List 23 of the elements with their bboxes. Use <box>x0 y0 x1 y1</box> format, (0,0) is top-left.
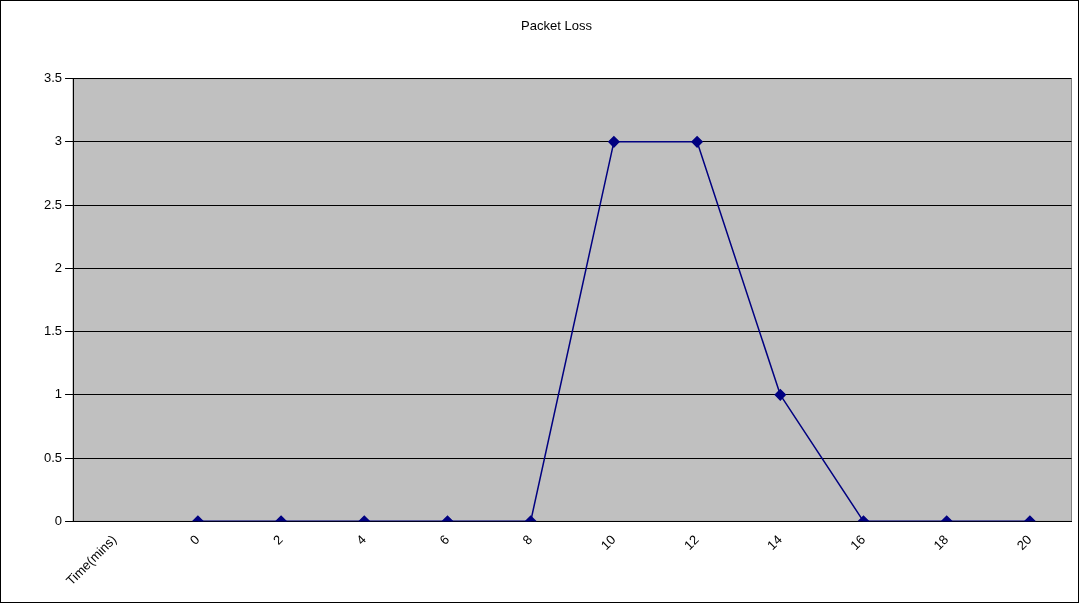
x-tick-label: 18 <box>930 531 952 553</box>
y-tick-label: 0.5 <box>43 449 63 465</box>
y-tick-label: 2.5 <box>43 196 63 212</box>
point <box>774 389 787 401</box>
y-tick-label: 1 <box>54 386 63 402</box>
x-tick-label: 2 <box>270 531 286 548</box>
x-tick-label: 6 <box>436 531 453 548</box>
x-tick-label: 10 <box>597 531 619 553</box>
x-tick-label: 14 <box>764 531 785 553</box>
point <box>691 136 703 148</box>
chart-title: Packet Loss <box>521 18 593 34</box>
y-tick-label: 2 <box>54 259 63 275</box>
x-tick-label: 0 <box>186 531 203 548</box>
point <box>608 136 620 148</box>
y-tick-label: 3.5 <box>43 70 63 86</box>
x-tick-label: 4 <box>353 531 369 548</box>
y-tick-label: 3 <box>54 133 63 149</box>
y-tick-label: 0 <box>54 512 63 528</box>
x-tick-label: 12 <box>680 531 702 553</box>
x-tick-label: 16 <box>847 531 869 553</box>
y-tick-label: 1.5 <box>43 323 63 339</box>
x-tick-label: 20 <box>1013 531 1035 553</box>
x-tick-label: 8 <box>519 531 536 548</box>
